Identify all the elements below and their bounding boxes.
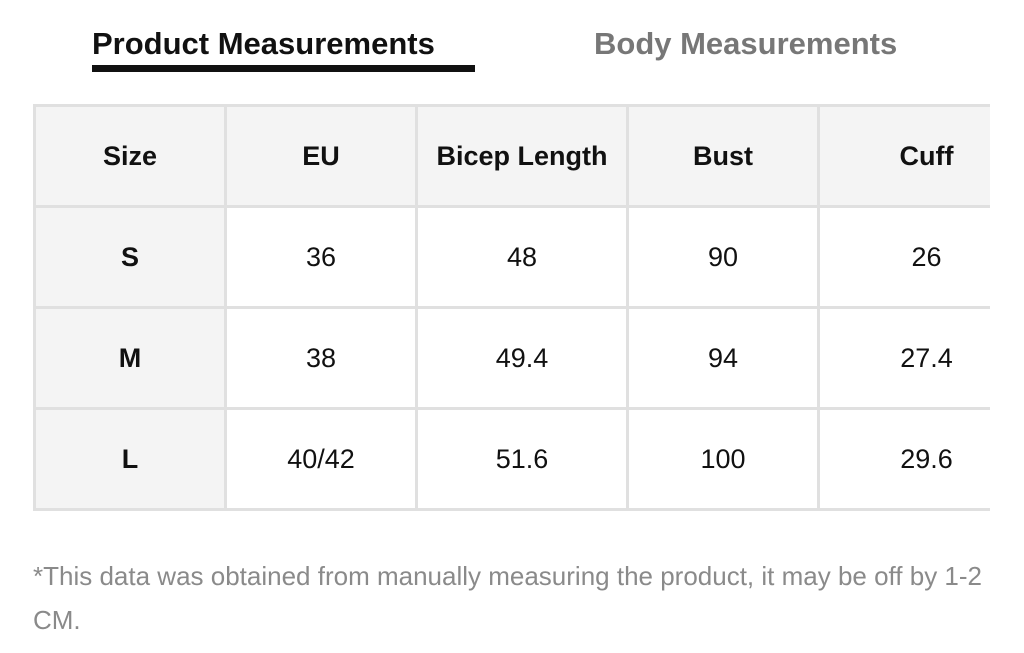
table-cell: 48 [415, 205, 629, 309]
table-cell: 36 [224, 205, 418, 309]
header-cell: Bicep Length [415, 104, 629, 208]
table-cell: 94 [626, 306, 820, 410]
tab[interactable]: Body Measurements [594, 26, 898, 61]
header-cell: EU [224, 104, 418, 208]
table-cell: 38 [224, 306, 418, 410]
header-cell: Size [33, 104, 227, 208]
footnote: *This data was obtained from manually me… [33, 561, 983, 635]
tab-underline [92, 65, 475, 72]
table-cell: 29.6 [817, 407, 990, 511]
table-cell: 90 [626, 205, 820, 309]
size-cell: S [33, 205, 227, 309]
size-cell: L [33, 407, 227, 511]
table-row: S 36 48 90 26 [33, 205, 990, 309]
table-cell: 100 [626, 407, 820, 511]
size-table: Size EU Bicep Length Bust Cuff S 36 48 90 26 M 38 49… [33, 104, 990, 511]
table-cell: 49.4 [415, 306, 629, 410]
table-cell: 26 [817, 205, 990, 309]
size-cell: M [33, 306, 227, 410]
table-row: L 40/42 51.6 100 29.6 [33, 407, 990, 511]
table-cell: 40/42 [224, 407, 418, 511]
tab-active[interactable]: Product Measurements [92, 26, 435, 61]
header-row: Size EU Bicep Length Bust Cuff [33, 104, 990, 208]
header-cell: Bust [626, 104, 820, 208]
table-container: Size EU Bicep Length Bust Cuff S 36 48 90 26 M 38 49… [33, 104, 990, 523]
table-cell: 27.4 [817, 306, 990, 410]
table-cell: 51.6 [415, 407, 629, 511]
header-cell: Cuff [817, 104, 990, 208]
table-row: M 38 49.4 94 27.4 [33, 306, 990, 410]
